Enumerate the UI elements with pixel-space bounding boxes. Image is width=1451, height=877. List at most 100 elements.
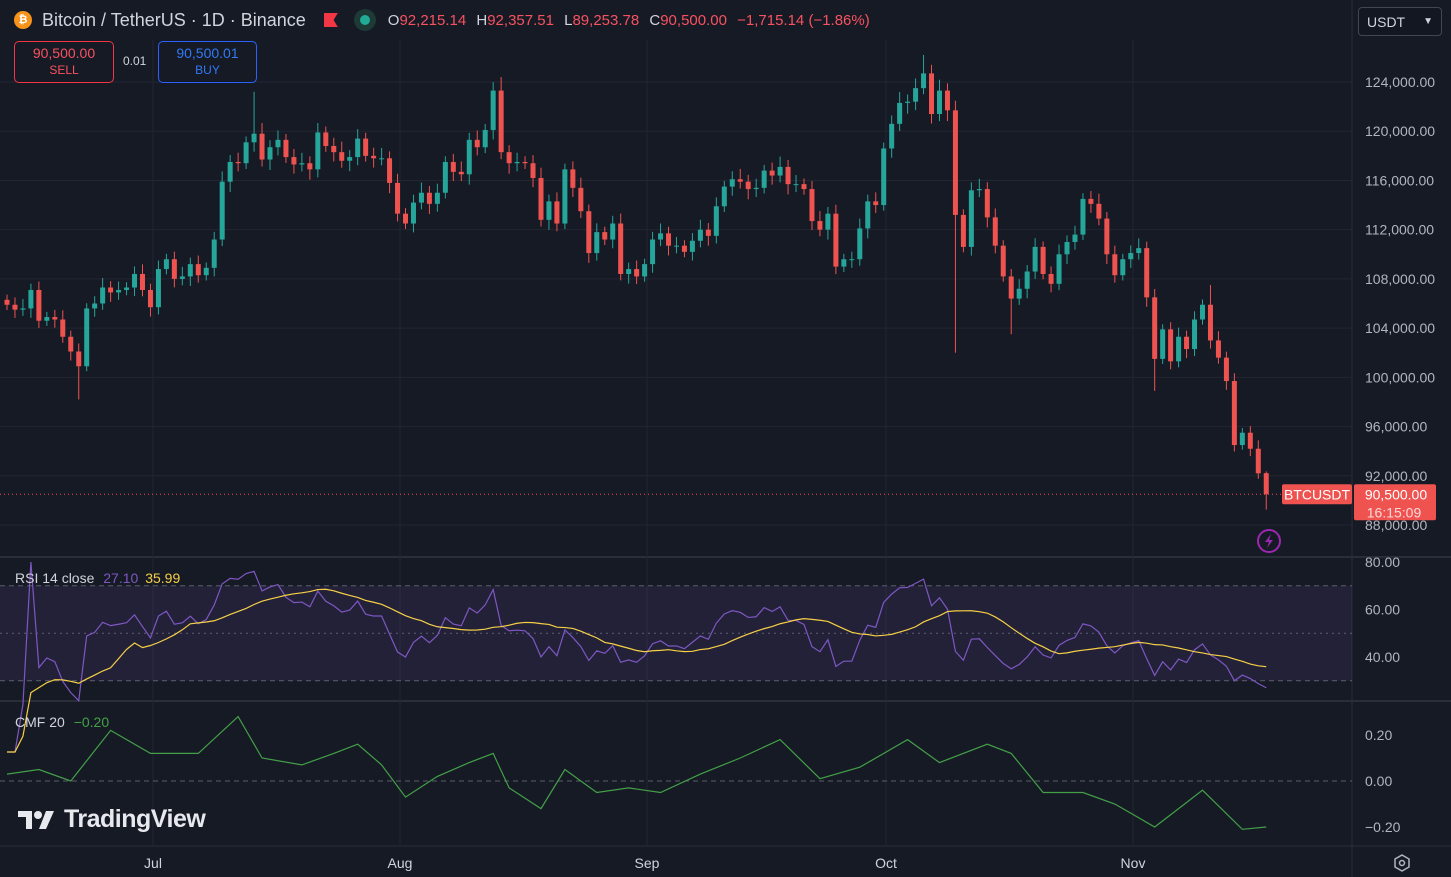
candle-body — [20, 308, 26, 310]
candle-body — [984, 189, 990, 218]
candle-body — [403, 213, 408, 224]
candle-body — [1128, 253, 1134, 260]
sell-button[interactable]: 90,500.00 SELL — [14, 41, 114, 83]
candle-body — [1072, 234, 1078, 242]
candle — [921, 54, 927, 95]
candle-body — [976, 189, 982, 191]
candle — [76, 343, 82, 400]
candle-body — [1144, 248, 1150, 298]
close-value: 90,500.00 — [660, 11, 727, 29]
candle — [355, 129, 361, 166]
rsi-ma-line — [7, 588, 1267, 753]
candle — [1223, 351, 1229, 390]
candle — [203, 262, 209, 281]
price-tick-label: 120,000.00 — [1365, 123, 1435, 139]
candle — [809, 181, 815, 230]
candle-body — [1263, 473, 1269, 495]
candle-body — [426, 192, 432, 204]
candle-body — [187, 264, 193, 277]
candle — [650, 231, 656, 273]
candle-body — [586, 211, 592, 254]
candle-body — [809, 189, 815, 222]
candle — [1080, 193, 1086, 241]
symbol-title[interactable]: Bitcoin / TetherUS · 1D · Binance — [42, 9, 306, 30]
candle-body — [913, 88, 919, 102]
candle-body — [490, 90, 496, 130]
price-tick-label: 116,000.00 — [1365, 172, 1434, 188]
candle — [243, 136, 249, 169]
candle-body — [155, 269, 161, 308]
candle — [554, 192, 560, 232]
candle-body — [992, 217, 998, 246]
candle — [291, 148, 297, 174]
rsi-legend[interactable]: RSI 14 close 27.10 35.99 — [15, 570, 181, 586]
ohlc-readout: O92,215.14 H92,357.51 L89,253.78 C90,500… — [387, 11, 870, 29]
candle — [857, 218, 863, 266]
candle-body — [857, 228, 863, 260]
candle — [1192, 311, 1198, 357]
candle-body — [968, 190, 974, 247]
candle-body — [1215, 340, 1221, 358]
candle — [299, 152, 305, 172]
cmf-legend[interactable]: CMF 20 −0.20 — [15, 714, 110, 730]
market-status-icon[interactable] — [353, 9, 376, 31]
candle-body — [1207, 304, 1213, 341]
candle-body — [960, 214, 966, 247]
candle-body — [936, 90, 942, 114]
candle — [960, 209, 966, 253]
candle-body — [1184, 336, 1190, 350]
candle-body — [745, 181, 751, 190]
candle-body — [817, 221, 823, 230]
candle — [410, 194, 416, 233]
candle-body — [1176, 336, 1182, 362]
candle-body — [108, 287, 114, 293]
candle — [562, 163, 568, 230]
buy-button[interactable]: 90,500.01 BUY — [158, 41, 257, 83]
candle — [418, 182, 424, 210]
candle-body — [1120, 259, 1126, 276]
candle — [1096, 193, 1102, 226]
flag-icon[interactable] — [323, 13, 338, 27]
candle-body — [179, 276, 185, 279]
candle-body — [1223, 357, 1229, 382]
candle-body — [1008, 276, 1014, 299]
candle — [251, 91, 257, 152]
cmf-value: −0.20 — [73, 714, 110, 730]
candle-body — [195, 264, 201, 276]
candle-body — [347, 157, 353, 161]
rsi-line — [7, 561, 1267, 753]
candle-body — [1168, 329, 1174, 362]
candle-body — [474, 139, 480, 148]
candle — [865, 194, 871, 239]
candle — [395, 173, 401, 222]
candle-body — [315, 132, 321, 170]
candle-body — [673, 245, 679, 247]
candle — [1168, 322, 1174, 370]
candle-body — [1056, 254, 1062, 284]
bitcoin-icon: ₿ — [14, 11, 32, 29]
candle — [506, 145, 512, 174]
price-tag — [1354, 484, 1436, 521]
candle — [929, 64, 935, 124]
change-value: −1,715.14 (−1.86%) — [737, 11, 870, 29]
tradingview-logo[interactable]: TradingView — [18, 805, 206, 834]
candle — [124, 282, 130, 296]
candle-body — [865, 201, 871, 229]
price-tick-label: 108,000.00 — [1365, 271, 1435, 287]
candle — [1072, 225, 1078, 250]
candle — [944, 83, 950, 122]
candle — [689, 233, 695, 261]
candle-body — [1104, 218, 1110, 255]
candle — [1136, 238, 1142, 260]
candle — [44, 311, 50, 326]
candle — [179, 266, 185, 286]
gear-icon[interactable] — [1392, 853, 1412, 873]
candle-body — [1040, 246, 1046, 274]
candle — [371, 147, 377, 168]
candle — [713, 197, 719, 244]
currency-select[interactable]: USDT ▼ — [1358, 7, 1442, 36]
candle — [833, 204, 839, 275]
candle — [100, 278, 106, 310]
low-value: 89,253.78 — [572, 11, 640, 29]
